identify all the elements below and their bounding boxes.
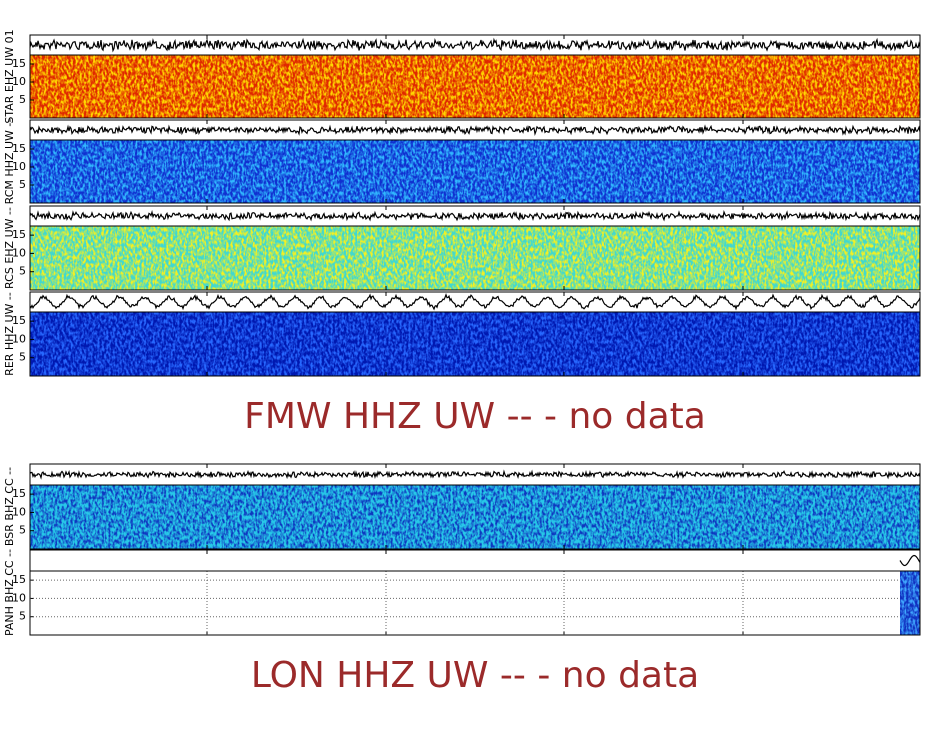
station-label: RER HHZ UW --	[3, 292, 16, 376]
spectrogram-frame	[29, 570, 921, 636]
y-tick-label: 10	[12, 332, 26, 345]
y-tick-label: 5	[19, 524, 26, 537]
y-tick-label: 10	[12, 160, 26, 173]
spectrogram-frame	[29, 225, 921, 291]
no-data-message: LON HHZ UW -- - no data	[251, 655, 699, 696]
y-tick-label: 15	[12, 314, 26, 327]
spectrogram-texture	[30, 226, 920, 290]
station-label: STAR EHZ UW 01	[3, 29, 16, 123]
station-label: RCS EHZ UW --	[3, 207, 16, 289]
y-tick-label: 10	[12, 75, 26, 88]
no-data-message: FMW HHZ UW -- - no data	[244, 396, 706, 437]
spectrogram-texture	[30, 140, 920, 203]
y-tick-label: 5	[19, 93, 26, 106]
y-tick-label: 15	[12, 142, 26, 155]
spectrogram-texture	[30, 312, 920, 376]
spectrogram-frame	[29, 484, 921, 550]
waveform	[29, 124, 921, 137]
spectrogram-frame	[29, 139, 921, 204]
station-label: PANH BHZ CC --	[3, 549, 16, 636]
waveform-frame	[29, 205, 921, 227]
y-tick-label: 5	[19, 178, 26, 191]
y-tick-label: 10	[12, 591, 26, 604]
waveform	[29, 293, 921, 311]
spectrogram-texture	[30, 55, 920, 118]
spectrogram-frame	[29, 54, 921, 119]
spectrogram-texture	[900, 571, 920, 635]
y-tick-label: 5	[19, 265, 26, 278]
waveform-frame	[29, 549, 921, 572]
spectrogram-texture	[30, 485, 920, 549]
y-tick-label: 15	[12, 487, 26, 500]
y-tick-label: 10	[12, 505, 26, 518]
spectrogram-frame	[29, 311, 921, 377]
waveform	[29, 469, 921, 480]
y-tick-label: 5	[19, 610, 26, 623]
waveform	[29, 209, 921, 222]
y-tick-label: 15	[12, 57, 26, 70]
station-label: BSR BHZ CC --	[3, 467, 16, 546]
y-tick-label: 15	[12, 573, 26, 586]
y-tick-label: 10	[12, 246, 26, 259]
waveform	[899, 554, 921, 567]
waveform	[29, 37, 921, 53]
y-tick-label: 15	[12, 228, 26, 241]
station-label: RCM HHZ UW --	[3, 119, 16, 205]
y-tick-label: 5	[19, 351, 26, 364]
